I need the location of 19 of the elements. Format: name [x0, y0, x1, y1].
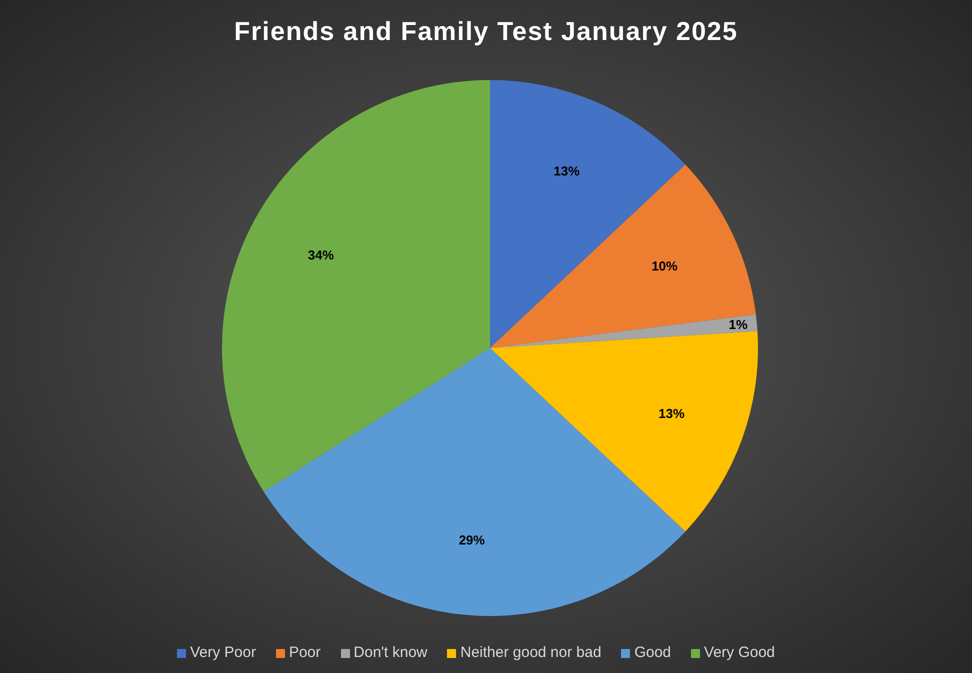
- legend-label: Good: [634, 644, 672, 661]
- legend-label: Poor: [288, 644, 321, 661]
- legend-label: Neither good nor bad: [460, 644, 602, 661]
- pie-slice: [490, 314, 758, 348]
- data-label: 29%: [458, 532, 486, 548]
- data-label: 13%: [658, 406, 685, 421]
- pie-slice: [490, 164, 756, 348]
- pie-slice: [222, 80, 490, 492]
- data-label: 13%: [554, 163, 580, 178]
- legend-label: Very Good: [704, 644, 775, 661]
- data-label: 1%: [728, 317, 748, 332]
- data-label: 10%: [652, 258, 678, 274]
- chart-title: Friends and Family Test January 2025: [233, 16, 739, 47]
- pie-slice: [490, 331, 758, 532]
- data-label: 34%: [308, 248, 334, 263]
- pie-slice: [490, 80, 686, 348]
- legend-label: Very Poor: [190, 644, 256, 661]
- legend-label: Don't know: [354, 644, 428, 661]
- pie-slice: [264, 348, 686, 616]
